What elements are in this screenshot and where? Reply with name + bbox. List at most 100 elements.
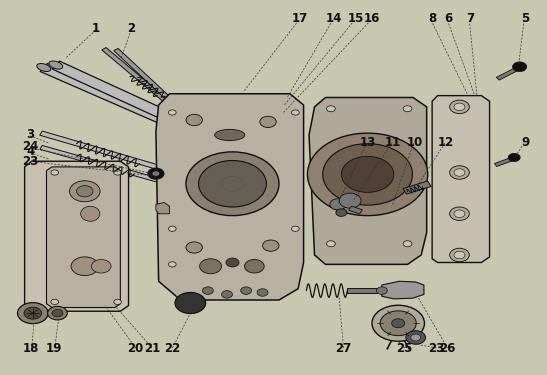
Circle shape (24, 307, 42, 319)
Ellipse shape (37, 63, 51, 72)
Polygon shape (496, 66, 521, 80)
Circle shape (184, 117, 194, 123)
Text: 18: 18 (23, 342, 39, 355)
Polygon shape (52, 61, 174, 122)
Polygon shape (432, 96, 490, 262)
Circle shape (114, 299, 121, 304)
Circle shape (51, 170, 59, 175)
Circle shape (51, 299, 59, 304)
Circle shape (202, 287, 213, 294)
Circle shape (168, 110, 176, 115)
Circle shape (450, 248, 469, 262)
Polygon shape (382, 281, 424, 299)
Circle shape (91, 260, 111, 273)
Circle shape (450, 166, 469, 179)
Circle shape (376, 287, 387, 294)
Circle shape (454, 169, 465, 176)
Text: 15: 15 (347, 12, 364, 25)
Text: 26: 26 (439, 342, 456, 355)
Polygon shape (102, 48, 191, 121)
Circle shape (257, 289, 268, 296)
Polygon shape (156, 94, 304, 300)
Text: 14: 14 (325, 12, 342, 25)
Polygon shape (348, 206, 363, 214)
Text: 25: 25 (397, 342, 413, 355)
Circle shape (186, 152, 279, 216)
Circle shape (245, 260, 264, 273)
Circle shape (186, 114, 202, 126)
Circle shape (336, 209, 347, 216)
Polygon shape (40, 146, 165, 184)
Polygon shape (114, 48, 195, 122)
Circle shape (292, 110, 299, 115)
Polygon shape (156, 202, 170, 214)
Polygon shape (309, 98, 427, 264)
Text: 8: 8 (428, 12, 437, 25)
Circle shape (327, 241, 335, 247)
Polygon shape (25, 161, 129, 311)
Text: 17: 17 (292, 12, 308, 25)
Circle shape (114, 170, 121, 175)
Circle shape (200, 259, 222, 274)
Circle shape (327, 106, 335, 112)
Text: 24: 24 (22, 141, 38, 153)
Ellipse shape (49, 61, 63, 69)
Text: 16: 16 (364, 12, 380, 25)
Circle shape (71, 257, 98, 276)
Polygon shape (403, 181, 431, 194)
Circle shape (403, 106, 412, 112)
Circle shape (69, 181, 100, 202)
Circle shape (454, 103, 465, 111)
Circle shape (199, 160, 266, 207)
Text: 11: 11 (385, 136, 401, 149)
Text: 5: 5 (521, 12, 529, 25)
Circle shape (48, 306, 67, 320)
Circle shape (513, 62, 527, 72)
Circle shape (380, 311, 416, 336)
Text: 13: 13 (359, 136, 376, 149)
Circle shape (77, 186, 93, 197)
Text: 22: 22 (164, 342, 181, 355)
Text: 7: 7 (467, 12, 474, 25)
Circle shape (341, 156, 394, 192)
Text: 10: 10 (406, 136, 423, 149)
Circle shape (241, 287, 252, 294)
Circle shape (392, 319, 405, 328)
Polygon shape (40, 131, 171, 173)
Circle shape (164, 166, 175, 174)
Circle shape (411, 334, 421, 341)
Circle shape (148, 168, 164, 179)
Ellipse shape (81, 206, 100, 221)
Circle shape (406, 331, 426, 344)
Circle shape (508, 153, 520, 162)
Ellipse shape (214, 129, 245, 141)
Text: 23: 23 (428, 342, 445, 355)
Circle shape (168, 262, 176, 267)
Text: 23: 23 (22, 155, 38, 168)
Text: 12: 12 (438, 136, 454, 149)
Text: 21: 21 (144, 342, 160, 355)
Circle shape (159, 178, 169, 185)
Circle shape (260, 116, 276, 128)
Circle shape (168, 226, 176, 231)
Text: 27: 27 (335, 342, 352, 355)
Circle shape (188, 117, 197, 124)
Circle shape (307, 133, 428, 216)
Circle shape (292, 226, 299, 231)
Circle shape (339, 193, 361, 208)
Text: 1: 1 (92, 22, 100, 34)
Circle shape (18, 303, 48, 324)
Text: 2: 2 (127, 22, 135, 34)
Text: 9: 9 (521, 136, 529, 149)
Circle shape (372, 305, 424, 341)
Circle shape (152, 171, 160, 176)
Circle shape (52, 309, 63, 317)
Polygon shape (494, 157, 515, 166)
Circle shape (454, 251, 465, 259)
Circle shape (263, 240, 279, 251)
Text: 20: 20 (127, 342, 144, 355)
Text: 3: 3 (26, 129, 34, 141)
Circle shape (186, 242, 202, 253)
Text: 4: 4 (26, 146, 34, 158)
Polygon shape (347, 288, 380, 293)
